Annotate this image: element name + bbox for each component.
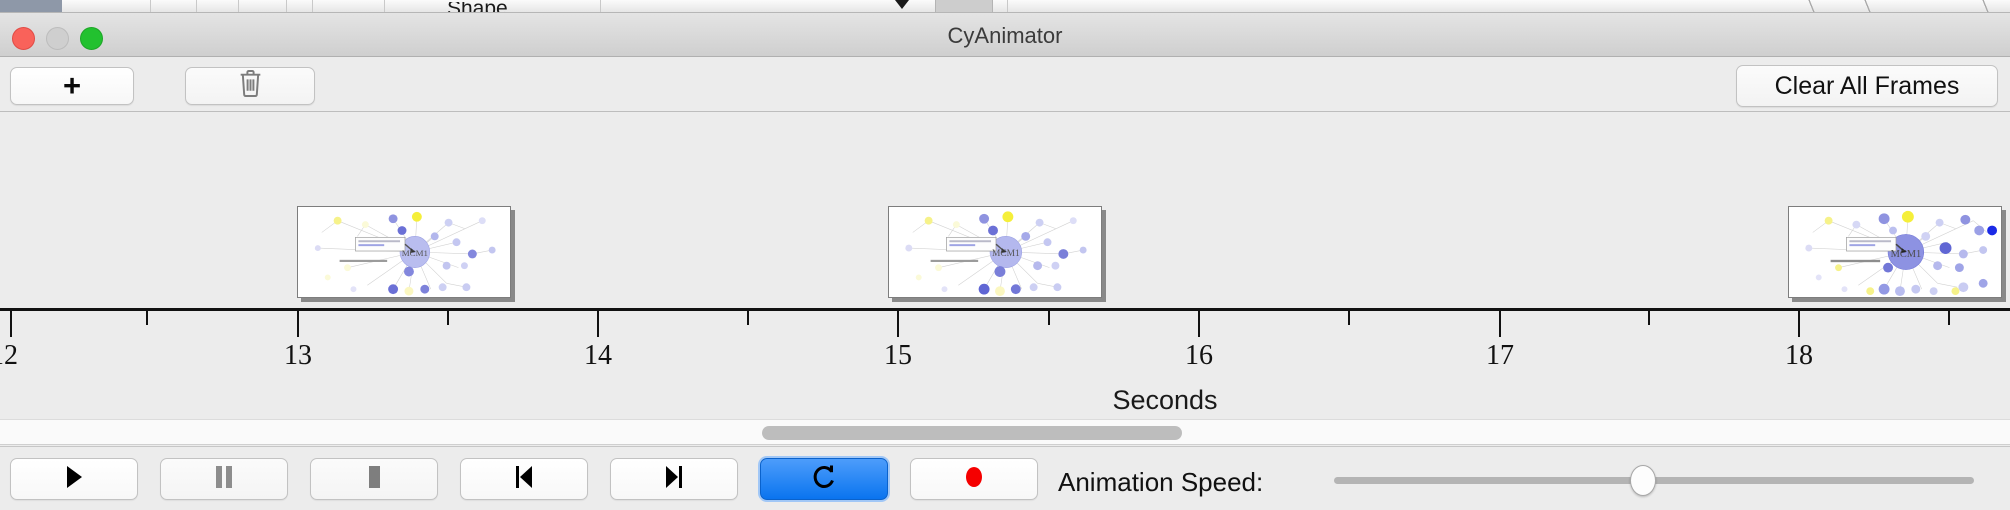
timeline-panel[interactable]: MCM1 <box>0 112 2010 419</box>
ruler-label: 17 <box>1486 340 1514 371</box>
ruler-tick-major <box>1499 311 1501 337</box>
animation-speed-label: Animation Speed: <box>1058 467 1264 497</box>
window-traffic-lights <box>12 27 103 50</box>
ruler-tick-major <box>897 311 899 337</box>
network-thumbnail-3: MCM1 <box>1789 207 2001 297</box>
network-thumbnail-2: MCM1 <box>889 207 1101 297</box>
background-caret-icon <box>895 0 909 9</box>
skip-to-start-button[interactable] <box>460 458 588 500</box>
frames-area[interactable]: MCM1 <box>0 112 2010 308</box>
svg-text:MCM1: MCM1 <box>402 248 428 258</box>
frame-thumbnail[interactable]: MCM1 <box>297 206 511 298</box>
loop-icon <box>812 464 836 495</box>
ruler-label: 12 <box>0 340 18 371</box>
ruler-axis-line <box>0 308 2010 311</box>
horizontal-scrollbar[interactable] <box>0 419 2010 445</box>
ruler-tick-minor <box>146 311 148 325</box>
record-button[interactable] <box>910 458 1038 500</box>
pause-icon <box>214 465 234 494</box>
pause-button[interactable] <box>160 458 288 500</box>
svg-text:MCM1: MCM1 <box>1891 249 1922 260</box>
ruler-tick-minor <box>1348 311 1350 325</box>
ruler-tick-major <box>1798 311 1800 337</box>
frame-thumbnail[interactable]: MCM1 <box>888 206 1102 298</box>
ruler-label: 15 <box>884 340 912 371</box>
background-window-strip: Shape <box>0 0 2010 13</box>
ruler-label: 18 <box>1785 340 1813 371</box>
skip-back-icon <box>513 465 535 494</box>
ruler-tick-major <box>10 311 12 337</box>
frame-toolbar: + Clear All Frames <box>0 57 2010 112</box>
clear-all-frames-button[interactable]: Clear All Frames <box>1736 65 1998 107</box>
ruler-tick-minor <box>747 311 749 325</box>
loop-button[interactable] <box>760 458 888 500</box>
window-title: CyAnimator <box>947 23 1063 48</box>
play-icon <box>64 465 84 494</box>
frame-thumbnail[interactable]: MCM1 <box>1788 206 2002 298</box>
stop-icon <box>364 465 384 494</box>
ruler-tick-major <box>597 311 599 337</box>
delete-frame-button[interactable] <box>185 67 315 105</box>
scrollbar-thumb[interactable] <box>762 426 1182 440</box>
zoom-button[interactable] <box>80 27 103 50</box>
ruler-tick-minor <box>447 311 449 325</box>
skip-forward-icon <box>663 465 685 494</box>
ruler-tick-minor <box>1048 311 1050 325</box>
ruler-label: 16 <box>1185 340 1213 371</box>
minimize-button[interactable] <box>46 27 69 50</box>
plus-icon: + <box>62 67 82 103</box>
stop-button[interactable] <box>310 458 438 500</box>
ruler-tick-major <box>297 311 299 337</box>
ruler-tick-minor <box>1648 311 1650 325</box>
svg-text:MCM1: MCM1 <box>992 249 1020 259</box>
background-clipped-label: Shape <box>447 2 508 12</box>
ruler-tick-minor <box>1948 311 1950 325</box>
player-controls-bar: Animation Speed: <box>0 446 2010 510</box>
network-thumbnail-1: MCM1 <box>298 207 510 297</box>
clear-all-frames-label: Clear All Frames <box>1774 71 1960 100</box>
trash-icon <box>238 69 263 103</box>
record-icon <box>963 464 985 495</box>
slider-thumb[interactable] <box>1630 465 1656 496</box>
timeline-ruler[interactable]: 12 13 14 15 16 17 18 Seconds <box>0 308 2010 419</box>
ruler-label: 13 <box>284 340 312 371</box>
ruler-axis-title: Seconds <box>1112 385 1218 415</box>
ruler-tick-major <box>1198 311 1200 337</box>
ruler-label: 14 <box>584 340 612 371</box>
add-frame-button[interactable]: + <box>10 67 134 105</box>
title-bar: CyAnimator <box>0 13 2010 57</box>
play-button[interactable] <box>10 458 138 500</box>
close-button[interactable] <box>12 27 35 50</box>
animation-speed-slider[interactable] <box>1334 465 1974 496</box>
skip-to-end-button[interactable] <box>610 458 738 500</box>
